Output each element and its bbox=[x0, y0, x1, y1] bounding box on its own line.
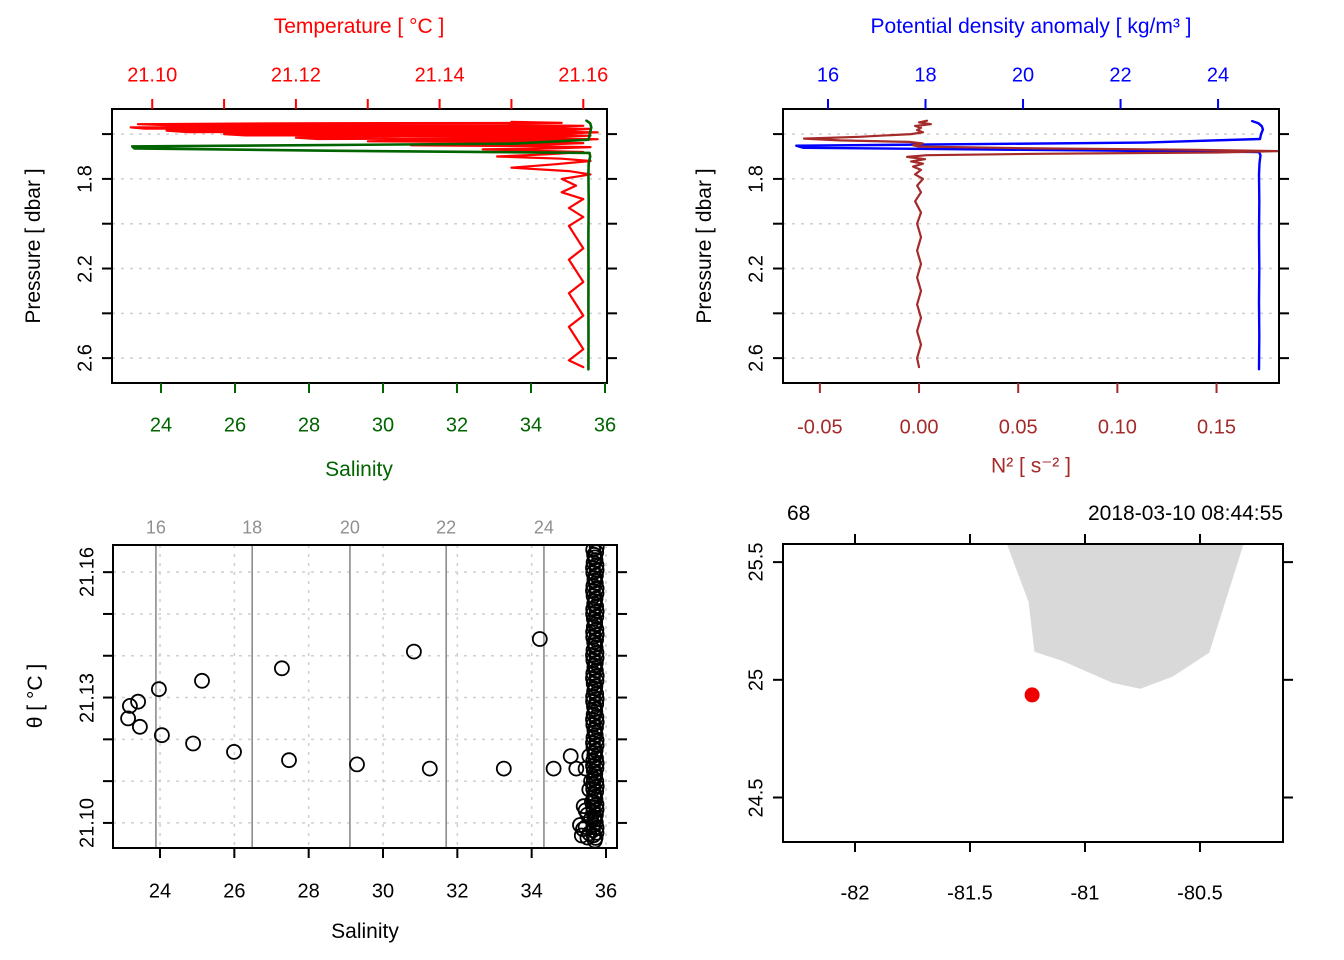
bottom-tick-label: 0.00 bbox=[899, 416, 939, 439]
bottom-tick-label: 32 bbox=[446, 880, 469, 903]
top-tick-label: 21.16 bbox=[558, 64, 609, 87]
pressure-axis-title-left-panel: Pressure [ dbar ] bbox=[22, 168, 45, 324]
top-tick-label: 21.10 bbox=[127, 64, 178, 87]
top-tick-label: 16 bbox=[816, 64, 840, 87]
potential-density-anomaly-curve bbox=[795, 119, 1265, 371]
left-tick-label: 21.13 bbox=[76, 672, 99, 723]
station-datetime: 2018-03-10 08:44:55 bbox=[1088, 502, 1283, 525]
density-axis-title: Potential density anomaly [ kg/m³ ] bbox=[870, 15, 1192, 38]
top-tick-label: 21.14 bbox=[414, 64, 465, 87]
bottom-tick-label: 28 bbox=[297, 880, 320, 903]
bottom-tick-label: 30 bbox=[371, 880, 395, 903]
isopycnal-label: 18 bbox=[242, 517, 263, 538]
bottom-tick-label: 32 bbox=[445, 414, 469, 437]
bottom-tick-label: -82 bbox=[840, 882, 870, 905]
ts-scatter-points bbox=[120, 544, 605, 849]
land-polygon bbox=[1006, 543, 1244, 689]
bottom-tick-label: 36 bbox=[593, 414, 617, 437]
isopycnal-label: 20 bbox=[339, 517, 360, 538]
bottom-tick-label: 26 bbox=[223, 880, 246, 903]
bottom-tick-label: -80.5 bbox=[1177, 882, 1223, 905]
left-tick-label: 25 bbox=[745, 668, 768, 691]
bottom-tick-label: 28 bbox=[297, 414, 321, 437]
ts-diagram-frame bbox=[112, 544, 618, 849]
profile-density-n2-frame bbox=[782, 108, 1280, 384]
top-tick-label: 22 bbox=[1109, 64, 1132, 87]
left-tick-label: 1.8 bbox=[745, 164, 768, 193]
left-tick-label: 2.2 bbox=[745, 254, 768, 283]
bottom-tick-label: -81.5 bbox=[947, 882, 993, 905]
salinity-axis-title-ts-panel: Salinity bbox=[331, 920, 399, 943]
station-number: 68 bbox=[787, 502, 811, 525]
temperature-axis-title: Temperature [ °C ] bbox=[273, 15, 445, 38]
bottom-tick-label: 36 bbox=[594, 880, 618, 903]
bottom-tick-label: 0.05 bbox=[998, 416, 1038, 439]
isopycnal-label: 24 bbox=[533, 517, 554, 538]
isopycnal-label: 16 bbox=[145, 517, 166, 538]
left-tick-label: 2.2 bbox=[74, 254, 97, 283]
bottom-tick-label: -0.05 bbox=[797, 416, 843, 439]
salinity-curve bbox=[130, 119, 593, 371]
top-tick-label: 24 bbox=[1206, 64, 1230, 87]
temperature-curve bbox=[129, 120, 599, 369]
left-tick-label: 24.5 bbox=[745, 778, 768, 817]
ts-diagram-content bbox=[113, 544, 617, 849]
theta-axis-title: θ [ °C ] bbox=[24, 663, 47, 729]
isopycnal-label: 22 bbox=[436, 517, 457, 538]
station-dot bbox=[1024, 687, 1040, 703]
bottom-tick-label: 26 bbox=[223, 414, 247, 437]
left-tick-label: 1.8 bbox=[74, 164, 97, 193]
bottom-tick-label: 24 bbox=[148, 880, 172, 903]
profile-temperature-salinity-content bbox=[112, 119, 607, 371]
left-tick-label: 2.6 bbox=[745, 344, 768, 373]
bottom-tick-label: 34 bbox=[519, 414, 543, 437]
station-map-frame bbox=[782, 543, 1284, 843]
profile-temperature-salinity-frame bbox=[111, 108, 608, 384]
left-tick-label: 25.5 bbox=[745, 542, 768, 582]
top-tick-label: 18 bbox=[914, 64, 937, 87]
pressure-axis-title-right-panel: Pressure [ dbar ] bbox=[693, 168, 716, 324]
bottom-tick-label: 30 bbox=[371, 414, 395, 437]
left-tick-label: 21.16 bbox=[76, 547, 99, 598]
top-tick-label: 20 bbox=[1011, 64, 1035, 87]
left-tick-label: 2.6 bbox=[74, 344, 97, 373]
bottom-tick-label: -81 bbox=[1070, 882, 1100, 905]
bottom-tick-label: 0.10 bbox=[1097, 416, 1137, 439]
left-tick-label: 21.10 bbox=[76, 797, 99, 848]
salinity-axis-title-top-panel: Salinity bbox=[325, 458, 393, 481]
profile-density-n2-content bbox=[783, 119, 1280, 371]
bottom-tick-label: 0.15 bbox=[1197, 416, 1236, 439]
top-tick-label: 21.12 bbox=[270, 64, 321, 87]
n-squared-curve bbox=[802, 119, 1280, 369]
bottom-tick-label: 24 bbox=[149, 414, 173, 437]
n2-axis-title: N² [ s⁻² ] bbox=[991, 454, 1071, 478]
station-map-content bbox=[1006, 543, 1244, 703]
bottom-tick-label: 34 bbox=[520, 880, 543, 903]
